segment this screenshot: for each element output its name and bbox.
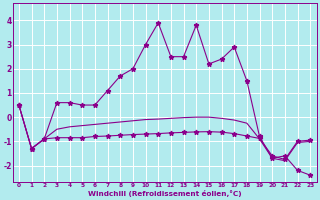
X-axis label: Windchill (Refroidissement éolien,°C): Windchill (Refroidissement éolien,°C) [88,190,241,197]
